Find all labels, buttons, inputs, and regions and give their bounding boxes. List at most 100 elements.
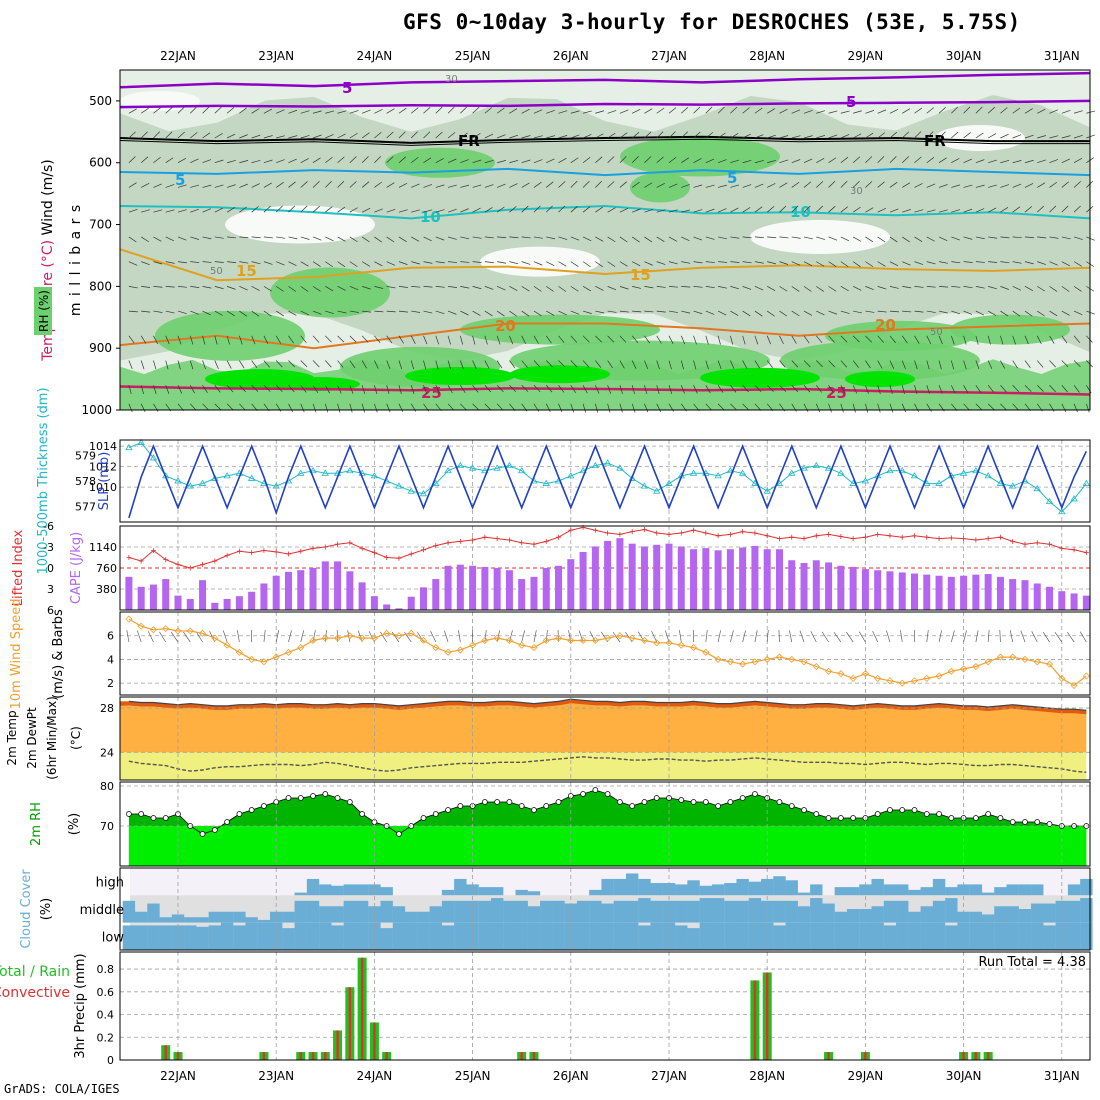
cloud-bar-low xyxy=(1067,922,1081,950)
x-tick-label-bottom: 31JAN xyxy=(1044,1069,1080,1083)
wind-barb xyxy=(312,236,322,241)
rh2-point xyxy=(702,799,709,805)
wind-barb xyxy=(1037,385,1044,392)
wind10-barb xyxy=(380,631,387,643)
thickness-tick-label: 577 xyxy=(75,501,96,514)
cape-bar xyxy=(505,570,513,610)
x-tick-label-bottom: 23JAN xyxy=(258,1069,294,1083)
wind10-barb xyxy=(263,630,266,643)
wind-barb xyxy=(1024,134,1034,139)
wind-barb xyxy=(275,205,283,213)
wind-barb xyxy=(374,236,382,243)
wind-barb xyxy=(214,335,218,345)
wind-barb xyxy=(668,261,678,265)
wind-barb xyxy=(975,208,985,213)
wind-barb xyxy=(521,108,530,114)
wind-barb xyxy=(926,157,935,164)
wind-barb xyxy=(988,159,997,164)
wind-barb xyxy=(607,286,617,291)
contour-label: 5 xyxy=(727,169,737,187)
wind-barb xyxy=(411,183,420,188)
cape-bar xyxy=(1046,586,1054,610)
lifted-index-point xyxy=(801,536,807,542)
wind10-point xyxy=(456,646,464,654)
cloud-bar-middle xyxy=(589,900,602,923)
wind-barb xyxy=(926,131,934,139)
thickness-point xyxy=(211,474,219,481)
wind-barb xyxy=(349,132,358,139)
wind-barb xyxy=(1000,360,1005,369)
rh2-point xyxy=(555,799,562,805)
wind-barb xyxy=(398,209,408,213)
thickness-point xyxy=(1008,482,1017,489)
wind-barb xyxy=(632,286,642,289)
wind-barb xyxy=(607,403,611,413)
wind-barb xyxy=(1073,236,1083,240)
rh-gap-0 xyxy=(225,205,375,244)
wind-barb xyxy=(337,133,346,139)
rh-moist-1 xyxy=(620,136,780,177)
wind-barb xyxy=(533,159,543,164)
wind-barb xyxy=(582,335,590,343)
slp-frame xyxy=(119,439,1091,523)
lifted-index-point xyxy=(838,534,844,539)
wind-barb xyxy=(447,208,457,213)
wind-barb xyxy=(914,209,924,213)
cape-bar xyxy=(395,608,403,610)
wind-barb xyxy=(546,261,555,267)
wind-barb xyxy=(803,360,811,368)
wind-barb xyxy=(582,134,592,139)
wind-barb xyxy=(828,205,836,213)
wind-barb xyxy=(1049,385,1056,393)
rh2-point xyxy=(126,811,132,817)
wind10-barb xyxy=(987,630,990,643)
wind-barb xyxy=(349,360,356,369)
wind-barb xyxy=(754,261,764,264)
thickness-point xyxy=(665,479,673,486)
wind-barb xyxy=(202,403,210,411)
wind10-barb xyxy=(612,631,621,643)
wind-barb xyxy=(337,286,346,291)
wind-barb xyxy=(656,360,660,370)
wind-barb xyxy=(1024,236,1034,239)
wind-barb xyxy=(533,236,543,239)
wind-barb xyxy=(877,156,885,163)
wind10-point xyxy=(739,660,747,668)
wind-barb xyxy=(312,110,322,114)
wind-barb xyxy=(852,156,861,163)
wind-barb xyxy=(558,135,568,139)
wind-barb xyxy=(779,236,789,239)
wind-barb xyxy=(963,335,967,345)
wind-barb xyxy=(435,261,445,264)
precip-conv-bar xyxy=(348,987,352,1060)
wind-barb xyxy=(963,158,972,164)
cloud-bar-low xyxy=(711,922,725,950)
wind-barb xyxy=(803,385,811,393)
wind-barb xyxy=(128,360,133,370)
cape-bar xyxy=(690,549,698,610)
cloud-bar-low xyxy=(981,922,995,950)
cloud-bar-middle xyxy=(552,900,565,923)
wind-barb xyxy=(312,180,320,188)
wind-barb xyxy=(607,181,615,188)
li-tick-label: 3 xyxy=(47,583,54,596)
wind-barb xyxy=(337,156,345,163)
wind-barb xyxy=(251,206,259,213)
wind-barb xyxy=(681,131,688,139)
wind-barb xyxy=(300,261,309,267)
wind-barb xyxy=(840,286,849,292)
wind10-point xyxy=(874,674,882,682)
slp-line xyxy=(128,444,1088,519)
wind-barb xyxy=(570,180,578,188)
rh2-tick-label: 70 xyxy=(100,820,114,833)
cloud-bar-low xyxy=(957,922,970,950)
wind-barb xyxy=(177,385,183,394)
cloud-bar-middle xyxy=(343,900,357,923)
wind-barb xyxy=(840,134,850,139)
wind-barb xyxy=(1073,310,1083,316)
wind-barb xyxy=(1012,160,1022,164)
cloud-bar-high xyxy=(699,885,713,896)
wind-barb xyxy=(828,335,835,343)
wind-barb xyxy=(325,110,335,114)
cape-bar xyxy=(898,572,906,610)
